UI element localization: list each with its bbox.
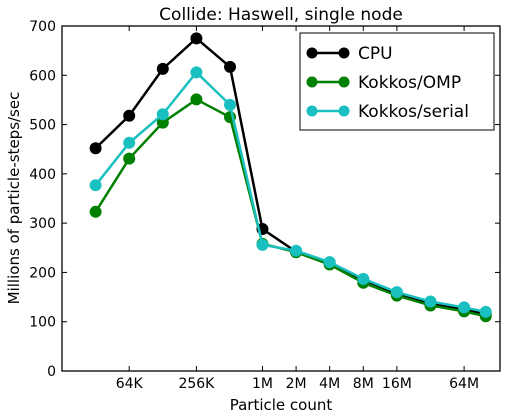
data-point-kokkos-serial [390, 286, 403, 299]
y-tick-label: 500 [29, 118, 56, 134]
data-point-kokkos-serial [424, 295, 437, 308]
data-point-kokkos-serial [290, 244, 303, 257]
data-point-kokkos-serial [123, 136, 136, 149]
y-tick-label: 0 [47, 364, 56, 380]
x-tick-label: 4M [319, 376, 340, 392]
x-tick-label: 64K [116, 376, 144, 392]
x-tick-label: 64M [449, 376, 479, 392]
legend-item-kokkos-omp: Kokkos/OMP [306, 73, 461, 93]
data-point-cpu [224, 60, 237, 73]
data-point-cpu [190, 32, 203, 45]
legend-label: CPU [358, 44, 393, 64]
plot-area [61, 25, 501, 372]
legend-marker [338, 76, 350, 88]
y-tick-label: 300 [29, 216, 56, 232]
legend-marker [306, 47, 318, 59]
y-axis: 0 100 200 300 400 500 600 700 [29, 19, 500, 380]
x-tick-label: 8M [353, 376, 374, 392]
data-point-kokkos-serial [190, 66, 203, 79]
series-line-kokkos-omp [94, 98, 487, 318]
data-point-kokkos-serial [357, 272, 370, 285]
legend-item-cpu: CPU [306, 44, 393, 64]
legend-marker [338, 105, 350, 117]
y-tick-label: 100 [29, 315, 56, 331]
x-tick-label: 256K [178, 376, 215, 392]
legend-marker [338, 47, 350, 59]
x-tick-label: 1M [252, 376, 273, 392]
data-point-kokkos-omp [123, 152, 136, 165]
data-point-kokkos-omp [89, 205, 102, 218]
legend-label: Kokkos/serial [358, 102, 469, 122]
data-point-kokkos-serial [156, 108, 169, 121]
legend: CPU Kokkos/OMP Kokkos/serial [299, 32, 495, 131]
y-tick-label: 400 [29, 167, 56, 183]
legend-marker [306, 105, 318, 117]
legend-label: Kokkos/OMP [358, 73, 461, 93]
data-point-kokkos-serial [256, 238, 269, 251]
chart-title: Collide: Haswell, single node [159, 5, 403, 25]
data-point-cpu [89, 142, 102, 155]
y-tick-label: 200 [29, 265, 56, 281]
legend-item-kokkos-serial: Kokkos/serial [306, 102, 469, 122]
data-point-kokkos-serial [323, 256, 336, 269]
x-axis: 64K 256K 1M 2M 4M 8M 16M 64M [116, 26, 479, 392]
data-point-cpu [156, 62, 169, 75]
y-axis-label: Millions of particle-steps/sec [5, 92, 23, 305]
y-tick-label: 700 [29, 19, 56, 35]
series-kokkos-serial [89, 66, 492, 318]
data-point-kokkos-omp [190, 93, 203, 106]
y-tick-label: 600 [29, 68, 56, 84]
data-point-kokkos-serial [458, 301, 471, 314]
series-layer [89, 32, 492, 323]
x-tick-label: 2M [286, 376, 307, 392]
x-axis-label: Particle count [230, 396, 333, 414]
data-point-cpu [123, 109, 136, 122]
data-point-kokkos-serial [89, 179, 102, 192]
data-point-kokkos-serial [224, 98, 237, 111]
x-tick-label: 16M [382, 376, 412, 392]
legend-marker [306, 76, 318, 88]
data-point-kokkos-serial [479, 305, 492, 318]
